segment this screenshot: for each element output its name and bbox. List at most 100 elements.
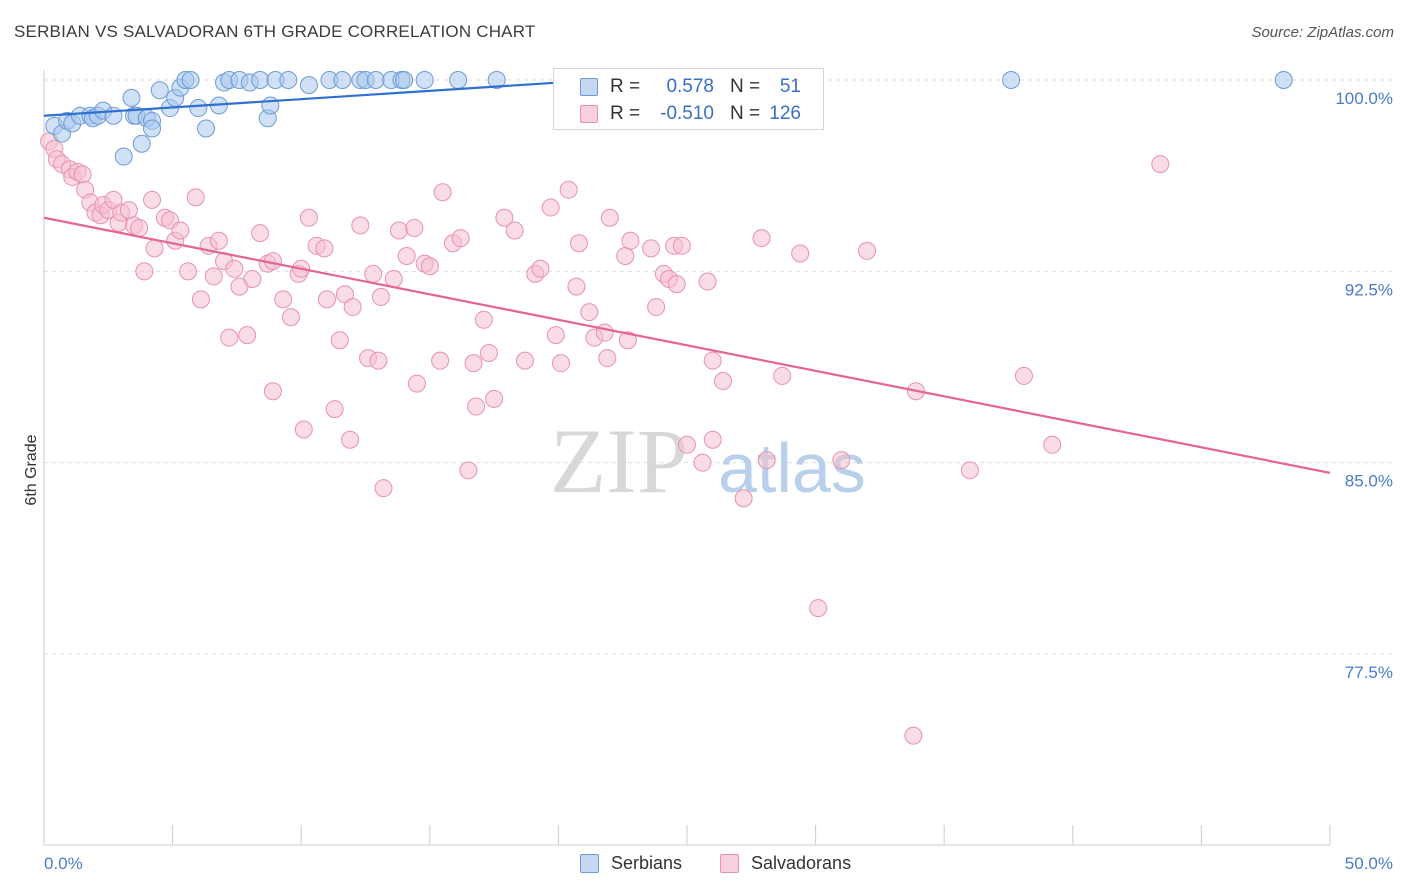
salvadoran-point [541, 198, 560, 217]
salvadorans-swatch [580, 105, 598, 123]
salvadoran-point [714, 372, 733, 391]
legend-serbians-swatch [580, 854, 599, 873]
salvadoran-point [238, 326, 257, 345]
salvadorans-trend-line [43, 216, 1331, 474]
salvadoran-point [351, 216, 370, 235]
serbian-point [333, 71, 352, 89]
salvadoran-point [600, 208, 619, 227]
salvadoran-point [145, 239, 164, 258]
salvadoran-point [703, 430, 722, 449]
chart-legend: Serbians Salvadorans [0, 852, 1406, 876]
serbian-point [299, 76, 318, 95]
salvadoran-point [495, 208, 514, 227]
salvadoran-point [263, 382, 282, 401]
salvadoran-point [209, 231, 228, 250]
x-tick-label: 50.0% [1345, 854, 1393, 873]
salvadoran-point [698, 272, 717, 291]
y-axis-label: 6th Grade [23, 434, 40, 505]
stats-row-serbians: R = 0.578 N = 51 [554, 74, 823, 100]
salvadorans-n-label: N = [730, 103, 761, 124]
salvadoran-point [73, 165, 92, 184]
salvadoran-point [546, 326, 565, 345]
tick-labels: 100.0% 92.5% 85.0% 77.5% 0.0% 50.0% [44, 89, 1393, 873]
salvadoran-point [667, 275, 686, 294]
salvadoran-point [433, 183, 452, 202]
salvadoran-point [243, 269, 262, 288]
serbian-point [197, 119, 216, 138]
salvadoran-point [374, 479, 393, 498]
salvadoran-point [251, 224, 270, 243]
salvadoran-point [567, 277, 586, 296]
salvadorans-n-value: 126 [769, 103, 801, 124]
salvadoran-point [809, 599, 828, 618]
salvadoran-point [734, 489, 753, 508]
serbian-point [150, 81, 169, 100]
salvadoran-point [693, 453, 712, 472]
salvadoran-point [317, 290, 336, 309]
salvadoran-point [641, 239, 660, 258]
salvadoran-point [341, 430, 360, 449]
serbian-point [143, 119, 162, 138]
salvadoran-point [135, 262, 154, 281]
salvadoran-point [559, 180, 578, 199]
salvadoran-point [752, 229, 771, 248]
salvadoran-point [330, 331, 349, 350]
salvadoran-point [343, 298, 362, 317]
salvadoran-point [621, 231, 640, 250]
salvadoran-point [130, 218, 149, 237]
serbians-r-value: 0.578 [666, 76, 714, 97]
salvadoran-point [364, 264, 383, 283]
salvadoran-point [485, 389, 504, 408]
serbian-point [366, 71, 385, 89]
salvadoran-point [960, 461, 979, 480]
serbian-point [395, 71, 414, 89]
salvadoran-point [397, 247, 416, 266]
salvadoran-point [672, 236, 691, 255]
salvadoran-point [179, 262, 198, 281]
salvadoran-point [678, 435, 696, 454]
salvadoran-point [551, 354, 570, 373]
salvadoran-point [225, 259, 244, 278]
serbian-point [487, 71, 506, 89]
serbian-point [189, 99, 208, 118]
x-tick-label: 0.0% [44, 854, 83, 873]
salvadorans-r-value: -0.510 [660, 103, 714, 124]
axes [43, 70, 1331, 846]
y-tick-label: 92.5% [1345, 280, 1393, 299]
salvadoran-point [531, 259, 550, 278]
salvadoran-point [371, 287, 390, 306]
chart-source: Source: ZipAtlas.com [1251, 24, 1394, 41]
stats-legend-box: R = 0.578 N = 51 R = -0.510 N = 126 [553, 68, 824, 130]
serbian-point [279, 71, 298, 89]
salvadoran-point [904, 726, 923, 745]
salvadorans-r-label: R = [610, 103, 641, 124]
salvadoran-point [389, 221, 408, 240]
salvadoran-point [505, 221, 524, 240]
y-tick-label: 77.5% [1345, 663, 1393, 682]
y-tick-label: 85.0% [1345, 472, 1393, 491]
serbian-point [132, 134, 151, 153]
serbian-point [114, 147, 133, 166]
serbians-r-label: R = [610, 76, 641, 97]
serbian-point [261, 96, 280, 115]
chart-title: SERBIAN VS SALVADORAN 6TH GRADE CORRELAT… [14, 22, 536, 41]
salvadoran-point [598, 349, 617, 368]
data-points [40, 71, 1293, 745]
salvadoran-point [405, 218, 424, 237]
serbian-point [251, 71, 270, 89]
salvadoran-point [315, 239, 334, 258]
serbians-n-value: 51 [779, 76, 801, 97]
stats-row-salvadorans: R = -0.510 N = 126 [554, 101, 823, 127]
salvadoran-point [459, 461, 478, 480]
salvadoran-point [420, 257, 439, 276]
salvadoran-point [1014, 366, 1033, 385]
salvadoran-point [186, 188, 205, 207]
salvadoran-point [1043, 435, 1062, 454]
serbian-point [181, 71, 200, 89]
salvadoran-point [431, 351, 450, 370]
legend-salvadorans-swatch [720, 854, 739, 873]
salvadoran-point [474, 310, 493, 329]
serbians-swatch [580, 78, 598, 96]
salvadoran-point [647, 298, 666, 317]
